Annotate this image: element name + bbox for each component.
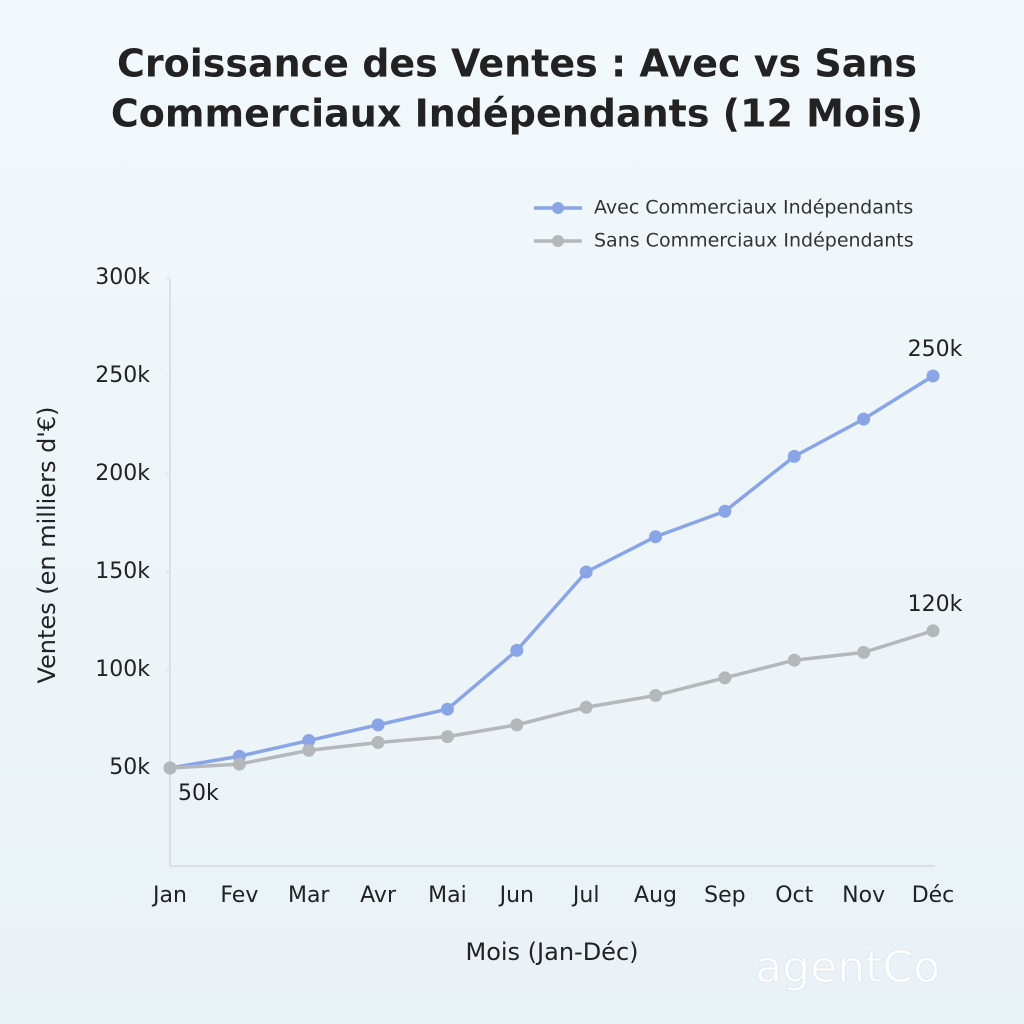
chart-subtitle: Commerciaux Indépendants (12 Mois) bbox=[111, 92, 923, 136]
value-label: 250k bbox=[908, 337, 963, 362]
data-point bbox=[440, 702, 454, 716]
x-tick-label: Avr bbox=[360, 883, 397, 908]
data-point bbox=[787, 653, 801, 667]
data-point bbox=[926, 624, 940, 638]
data-point bbox=[579, 700, 593, 714]
y-tick-label: 200k bbox=[95, 461, 150, 486]
x-tick-label: Nov bbox=[842, 883, 885, 908]
y-tick-label: 150k bbox=[95, 559, 150, 584]
series-line bbox=[169, 374, 934, 770]
x-tick-label: Aug bbox=[634, 883, 677, 908]
x-tick-label: Sep bbox=[704, 883, 745, 908]
series-line bbox=[169, 629, 934, 770]
data-point bbox=[302, 734, 316, 748]
x-tick-label: Déc bbox=[912, 883, 955, 908]
data-point bbox=[649, 530, 663, 544]
data-point bbox=[857, 412, 871, 426]
data-point bbox=[857, 645, 871, 659]
data-point bbox=[371, 736, 385, 750]
data-point bbox=[649, 688, 663, 702]
y-tick-label: 100k bbox=[95, 657, 150, 682]
y-tick-label: 50k bbox=[109, 755, 150, 780]
x-tick-label: Jun bbox=[498, 883, 534, 908]
data-point bbox=[371, 718, 385, 732]
legend-marker bbox=[552, 235, 564, 247]
data-point bbox=[718, 504, 732, 518]
data-point bbox=[926, 369, 940, 383]
data-point bbox=[302, 743, 316, 757]
legend-marker bbox=[552, 202, 564, 214]
data-point bbox=[163, 761, 177, 775]
y-axis-label: Ventes (en milliers d'€) bbox=[33, 406, 61, 683]
data-point bbox=[232, 757, 246, 771]
y-tick-label: 300k bbox=[95, 265, 150, 290]
data-point bbox=[440, 730, 454, 744]
x-tick-label: Mar bbox=[288, 883, 330, 908]
data-point bbox=[579, 565, 593, 579]
data-point bbox=[787, 449, 801, 463]
x-tick-label: Jan bbox=[151, 883, 187, 908]
value-label: 120k bbox=[908, 592, 963, 617]
x-tick-label: Mai bbox=[428, 883, 467, 908]
x-axis-label: Mois (Jan-Déc) bbox=[465, 938, 638, 966]
x-tick-label: Jul bbox=[571, 883, 600, 908]
x-tick-label: Oct bbox=[775, 883, 813, 908]
data-point bbox=[718, 671, 732, 685]
value-label: 50k bbox=[178, 781, 219, 806]
watermark: agentCo bbox=[755, 942, 940, 993]
data-point bbox=[510, 718, 524, 732]
chart-title: Croissance des Ventes : Avec vs Sans bbox=[117, 42, 917, 86]
y-tick-label: 250k bbox=[95, 363, 150, 388]
data-point bbox=[510, 643, 524, 657]
legend-label: Sans Commerciaux Indépendants bbox=[594, 230, 914, 252]
legend-label: Avec Commerciaux Indépendants bbox=[594, 197, 913, 219]
x-tick-label: Fev bbox=[220, 883, 258, 908]
